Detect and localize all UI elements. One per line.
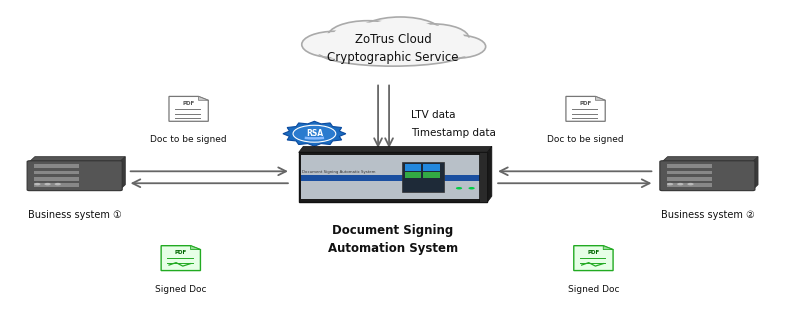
Text: Document Signing
Automation System: Document Signing Automation System	[328, 224, 458, 255]
Polygon shape	[596, 96, 605, 100]
FancyBboxPatch shape	[667, 165, 712, 168]
Circle shape	[358, 17, 443, 51]
FancyBboxPatch shape	[405, 172, 421, 178]
Polygon shape	[169, 96, 208, 121]
Circle shape	[293, 125, 336, 142]
Polygon shape	[566, 96, 605, 121]
FancyBboxPatch shape	[667, 171, 712, 174]
Text: ZoTrus Cloud
Cryptographic Service: ZoTrus Cloud Cryptographic Service	[327, 33, 459, 64]
Text: RSA: RSA	[306, 129, 323, 137]
Circle shape	[44, 183, 50, 185]
Polygon shape	[299, 146, 492, 152]
Circle shape	[302, 31, 369, 58]
Polygon shape	[119, 157, 125, 190]
FancyBboxPatch shape	[423, 164, 439, 171]
Text: PDF: PDF	[182, 101, 195, 106]
Polygon shape	[753, 157, 758, 190]
Circle shape	[456, 187, 462, 189]
FancyBboxPatch shape	[479, 152, 487, 202]
Text: Doc to be signed: Doc to be signed	[547, 136, 624, 144]
Polygon shape	[283, 121, 346, 146]
FancyBboxPatch shape	[35, 171, 79, 174]
Polygon shape	[198, 96, 208, 100]
Text: Business system ②: Business system ②	[660, 210, 755, 220]
Circle shape	[332, 23, 403, 50]
Text: Signed Doc: Signed Doc	[567, 285, 619, 294]
FancyBboxPatch shape	[27, 161, 123, 191]
FancyBboxPatch shape	[35, 177, 79, 181]
FancyBboxPatch shape	[660, 161, 755, 191]
Ellipse shape	[325, 40, 461, 64]
Text: PDF: PDF	[579, 101, 592, 106]
FancyBboxPatch shape	[301, 175, 485, 181]
Circle shape	[667, 183, 674, 185]
FancyBboxPatch shape	[667, 177, 712, 181]
FancyBboxPatch shape	[35, 183, 79, 187]
Circle shape	[306, 33, 365, 56]
Circle shape	[35, 183, 41, 185]
FancyBboxPatch shape	[299, 152, 487, 202]
Polygon shape	[574, 246, 613, 271]
Text: PDF: PDF	[587, 250, 600, 255]
Circle shape	[678, 183, 684, 185]
Circle shape	[362, 19, 438, 49]
FancyBboxPatch shape	[405, 164, 421, 171]
Circle shape	[427, 35, 486, 58]
FancyBboxPatch shape	[667, 183, 712, 187]
FancyBboxPatch shape	[402, 162, 444, 192]
Circle shape	[54, 183, 61, 185]
Text: LTV data
Timestamp data: LTV data Timestamp data	[411, 110, 496, 138]
Polygon shape	[190, 246, 200, 249]
Circle shape	[468, 187, 475, 189]
Text: Business system ①: Business system ①	[28, 210, 122, 220]
Polygon shape	[487, 146, 492, 202]
Polygon shape	[161, 246, 200, 271]
Ellipse shape	[319, 39, 467, 66]
FancyBboxPatch shape	[35, 165, 79, 168]
Text: Signed Doc: Signed Doc	[155, 285, 207, 294]
Circle shape	[431, 36, 482, 57]
Text: Doc to be signed: Doc to be signed	[150, 136, 227, 144]
Text: PDF: PDF	[174, 250, 187, 255]
FancyBboxPatch shape	[301, 156, 485, 199]
FancyBboxPatch shape	[423, 172, 439, 178]
Text: Document Signing Automatic System: Document Signing Automatic System	[303, 170, 376, 174]
Polygon shape	[604, 246, 613, 249]
Circle shape	[401, 26, 465, 51]
Circle shape	[328, 21, 408, 52]
Polygon shape	[663, 157, 758, 162]
Polygon shape	[30, 157, 125, 162]
Circle shape	[397, 24, 468, 52]
Circle shape	[688, 183, 694, 185]
